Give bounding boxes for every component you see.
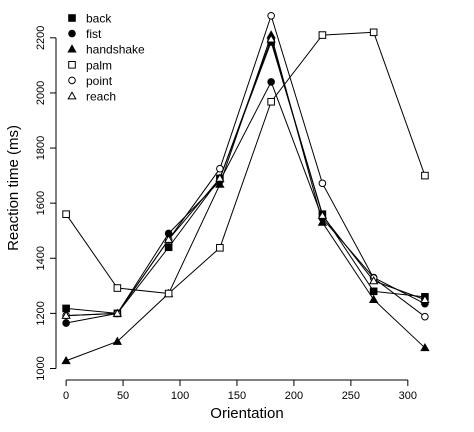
data-point-point [421, 312, 429, 321]
legend-label-point: point [86, 74, 113, 88]
legend-label-back: back [86, 12, 112, 26]
data-point-handshake [317, 217, 328, 226]
y-tick-label: 2000 [35, 81, 47, 105]
data-point-handshake [112, 336, 123, 345]
x-tick-label: 50 [117, 390, 129, 402]
legend-marker-point [68, 76, 76, 85]
series-line-point [66, 14, 426, 318]
legend-item-fist: fist [68, 27, 102, 41]
legend-label-reach: reach [86, 90, 116, 104]
x-tick-label: 200 [285, 390, 303, 402]
y-tick-label: 1000 [35, 356, 47, 380]
data-point-palm [113, 284, 122, 292]
data-point-reach [317, 210, 328, 219]
series-line-reach [66, 37, 426, 317]
legend-item-handshake: handshake [67, 43, 145, 57]
y-tick-label: 1600 [35, 191, 47, 215]
data-point-reach [163, 234, 174, 243]
series-line-palm [65, 31, 426, 295]
data-point-palm [216, 243, 224, 252]
data-point-reach [368, 276, 379, 285]
data-point-palm [369, 28, 378, 37]
data-point-palm [267, 97, 275, 106]
data-point-handshake [215, 179, 225, 188]
series-line-fist [66, 80, 426, 324]
x-tick-label: 150 [228, 390, 246, 402]
y-tick-label: 1400 [35, 246, 47, 270]
x-ticks: 0 50 100 150 200 250 300 [63, 380, 417, 402]
axes: 1000 1200 1400 1600 1800 2000 2200 0 50 100 150 20… [35, 26, 417, 402]
data-point-handshake [61, 355, 71, 365]
series-reach [61, 34, 430, 319]
data-point-palm [164, 289, 173, 298]
x-tick-label: 100 [171, 390, 189, 402]
legend-label-fist: fist [86, 27, 102, 41]
data-point-reach [61, 310, 71, 319]
data-point-palm [318, 31, 327, 39]
y-tick-label: 2200 [35, 26, 47, 50]
legend-marker-reach [67, 91, 77, 100]
data-point-palm [62, 210, 70, 218]
y-tick-label: 1200 [35, 301, 47, 325]
data-point-palm [421, 171, 429, 180]
data-point-back [369, 287, 378, 296]
legend-item-palm: palm [68, 58, 112, 72]
y-ticks: 1000 1200 1400 1600 1800 2000 2200 [35, 26, 56, 381]
series-layer [61, 11, 430, 365]
data-point-reach [215, 173, 225, 182]
y-axis-title: Reaction time (ms) [5, 125, 22, 251]
legend-marker-handshake [67, 44, 77, 53]
x-tick-label: 0 [63, 390, 69, 402]
legend-marker-palm [68, 61, 76, 69]
legend-marker-back [68, 14, 76, 22]
data-point-back [62, 304, 70, 313]
data-point-fist [62, 319, 70, 327]
x-axis-title: Orientation [210, 405, 283, 422]
data-point-fist [267, 78, 275, 86]
data-point-handshake [420, 343, 430, 352]
data-point-point [318, 179, 327, 188]
y-tick-label: 1800 [35, 136, 47, 160]
data-point-reach [112, 308, 123, 317]
data-point-handshake [368, 294, 379, 303]
legend-item-point: point [68, 74, 113, 88]
legend-marker-fist [68, 29, 76, 38]
data-point-back [164, 243, 173, 252]
data-point-reach [420, 294, 430, 303]
data-point-reach [266, 34, 276, 43]
x-tick-label: 300 [399, 390, 417, 402]
series-palm [62, 28, 429, 298]
legend-label-handshake: handshake [86, 43, 145, 57]
legend-item-back: back [68, 12, 112, 26]
legend-item-reach: reach [67, 90, 116, 104]
legend-label-palm: palm [86, 58, 112, 72]
x-tick-label: 250 [342, 390, 360, 402]
data-point-point [267, 11, 275, 20]
